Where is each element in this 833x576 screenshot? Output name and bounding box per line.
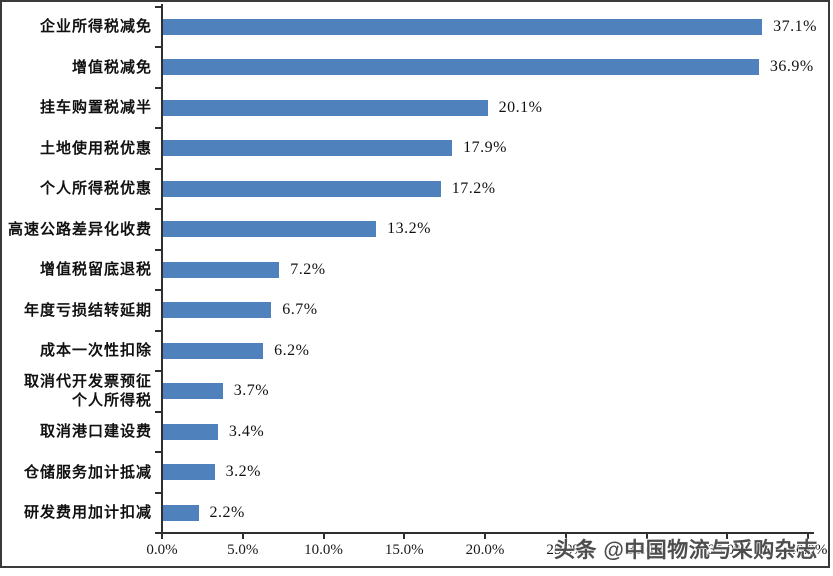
x-tick-label: 20.0% bbox=[465, 542, 505, 558]
value-label: 36.9% bbox=[769, 58, 814, 76]
category-label: 增值税留底退税 bbox=[39, 261, 152, 279]
category-label: 高速公路差异化收费 bbox=[7, 220, 152, 238]
y-axis-tick bbox=[155, 248, 162, 251]
x-tick-label: 35.0% bbox=[707, 542, 747, 558]
x-axis-tick bbox=[484, 533, 486, 539]
y-axis-tick bbox=[155, 5, 162, 8]
category-label: 增值税减免 bbox=[71, 58, 152, 76]
bar bbox=[163, 59, 759, 76]
y-axis-tick bbox=[155, 289, 162, 291]
bar bbox=[163, 383, 223, 400]
value-label: 3.7% bbox=[233, 382, 270, 400]
value-label: 6.7% bbox=[282, 301, 318, 319]
y-axis-line bbox=[161, 4, 163, 534]
y-axis-tick bbox=[155, 329, 162, 332]
y-axis-tick bbox=[155, 167, 162, 170]
bar bbox=[163, 302, 272, 319]
x-tick-label: 15.0% bbox=[384, 542, 424, 558]
x-axis-line bbox=[161, 532, 814, 534]
value-label: 6.2% bbox=[274, 341, 310, 359]
bar bbox=[163, 342, 264, 359]
x-axis-tick bbox=[241, 533, 244, 539]
x-tick-label: 40.0% bbox=[788, 542, 828, 558]
category-label: 企业所得税减免 bbox=[39, 18, 152, 36]
y-axis-tick bbox=[155, 208, 162, 210]
bar bbox=[163, 99, 488, 116]
bar bbox=[163, 423, 218, 440]
y-axis-tick bbox=[155, 451, 162, 453]
category-label: 取消港口建设费 bbox=[39, 423, 152, 441]
bar bbox=[163, 140, 453, 157]
y-axis-tick bbox=[155, 46, 162, 48]
category-label: 土地使用税优惠 bbox=[39, 139, 152, 157]
y-axis-tick bbox=[155, 491, 162, 494]
bar bbox=[163, 18, 763, 35]
value-label: 7.2% bbox=[290, 260, 326, 278]
value-label: 17.9% bbox=[463, 139, 507, 157]
value-label: 2.2% bbox=[209, 503, 245, 521]
value-label: 37.1% bbox=[773, 17, 817, 35]
category-label: 挂车购置税减半 bbox=[39, 99, 152, 117]
y-axis-tick bbox=[155, 127, 162, 129]
value-label: 13.2% bbox=[387, 220, 431, 238]
x-axis-tick bbox=[807, 533, 809, 539]
x-axis-tick bbox=[322, 533, 325, 539]
x-axis-tick bbox=[645, 533, 648, 539]
bar bbox=[163, 221, 377, 238]
y-axis-tick bbox=[155, 532, 162, 534]
bar bbox=[163, 261, 280, 278]
bar bbox=[163, 180, 441, 197]
category-label: 个人所得税优惠 bbox=[39, 180, 152, 198]
bar bbox=[163, 504, 199, 521]
y-axis-tick bbox=[155, 410, 162, 413]
category-label: 研发费用加计扣减 bbox=[23, 504, 152, 522]
x-tick-label: 5.0% bbox=[227, 542, 259, 558]
category-label: 取消代开发票预征 个人所得税 bbox=[23, 373, 152, 410]
category-label: 仓储服务加计抵减 bbox=[23, 463, 152, 481]
x-axis-tick bbox=[726, 533, 729, 539]
value-label: 17.2% bbox=[451, 179, 496, 197]
y-axis-tick bbox=[155, 370, 162, 372]
value-label: 3.2% bbox=[225, 463, 261, 481]
category-label: 成本一次性扣除 bbox=[39, 342, 152, 360]
x-axis-tick bbox=[161, 533, 163, 539]
x-tick-label: 10.0% bbox=[304, 542, 343, 558]
bar bbox=[163, 464, 215, 481]
x-tick-label: 0.0% bbox=[146, 542, 178, 558]
x-tick-label: 25.0% bbox=[546, 542, 586, 558]
y-axis-tick bbox=[155, 86, 162, 89]
category-label: 年度亏损结转延期 bbox=[23, 301, 152, 319]
x-axis-tick bbox=[403, 533, 406, 539]
x-axis-tick bbox=[564, 533, 567, 539]
watermark-text: 头条 @中国物流与采购杂志 bbox=[554, 539, 818, 562]
value-label: 3.4% bbox=[228, 422, 265, 440]
value-label: 20.1% bbox=[498, 98, 543, 116]
x-tick-label: 30.0% bbox=[627, 542, 666, 558]
